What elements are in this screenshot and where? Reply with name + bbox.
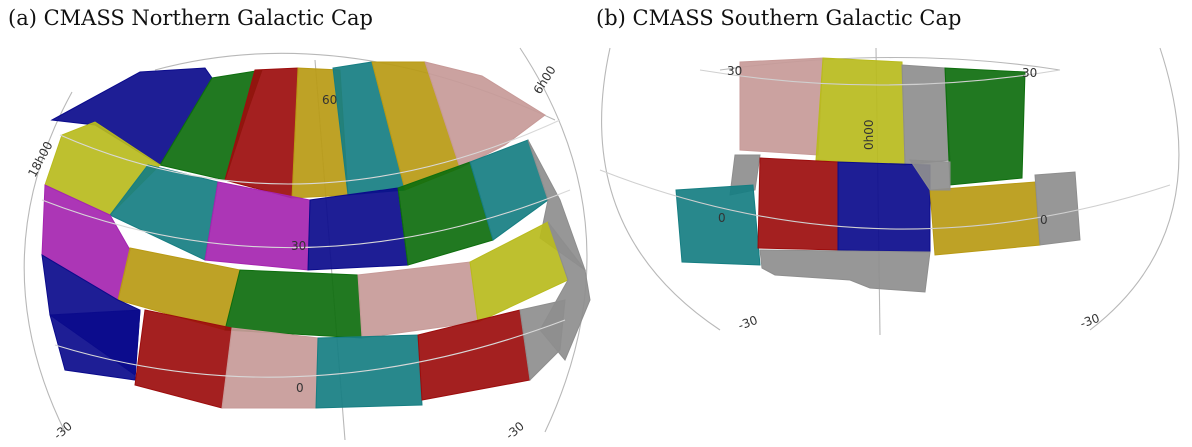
ngc-dec-label-60: 60 <box>322 93 337 107</box>
sgc-dec-label-m30-left: -30 <box>736 313 759 333</box>
tile <box>757 157 839 251</box>
panel-b-map: 30 30 0h00 0 0 -30 -30 <box>599 47 1180 336</box>
tile <box>815 57 906 166</box>
tile <box>909 159 951 191</box>
ngc-dec-label-m30-left: -30 <box>51 419 75 442</box>
panel-b-title: (b) CMASS Southern Galactic Cap <box>596 6 962 30</box>
tile <box>134 309 233 409</box>
tile <box>224 269 363 339</box>
sgc-grid-outer-right <box>1089 47 1180 331</box>
tile <box>944 67 1026 186</box>
sgc-ra-label-0h: 0h00 <box>862 119 876 150</box>
ngc-grid-dec0-arc <box>54 319 566 378</box>
tile <box>837 161 931 253</box>
ngc-dec-label-30: 30 <box>291 239 306 253</box>
tile <box>221 327 319 409</box>
tile <box>307 187 409 271</box>
sgc-grid-dec0-arc <box>599 169 1171 230</box>
ngc-grid-outer-right <box>519 47 588 433</box>
tile <box>759 249 931 293</box>
tile <box>1034 171 1081 246</box>
sgc-dec-label-30-right: 30 <box>1022 66 1037 80</box>
tile <box>49 309 141 381</box>
ngc-grid-dec60-arc <box>59 119 561 185</box>
tile <box>739 57 824 156</box>
sgc-dec-label-0-right: 0 <box>1040 213 1048 227</box>
tile <box>929 181 1041 256</box>
ngc-grid-outer-left <box>23 91 73 433</box>
panel-a-title: (a) CMASS Northern Galactic Cap <box>8 6 373 30</box>
tile <box>519 299 566 382</box>
sgc-dec-label-30-left: 30 <box>727 64 742 78</box>
sgc-grid-outer-left <box>601 47 721 331</box>
tile <box>315 334 423 409</box>
sgc-dec-label-0-left: 0 <box>718 211 726 225</box>
tile <box>901 64 951 166</box>
sgc-grid-dec30-arc <box>699 69 1061 86</box>
panel-a-map: 18h00 6h00 60 30 0 -30 -30 <box>23 47 591 442</box>
ngc-dec-label-m30-right: -30 <box>503 419 527 442</box>
ngc-ra-label-6h: 6h00 <box>531 63 559 96</box>
ngc-grid-dec30-arc <box>41 189 571 249</box>
tile <box>675 184 761 266</box>
sgc-dec-label-m30-right: -30 <box>1078 311 1101 331</box>
ngc-dec-label-0: 0 <box>296 381 304 395</box>
tile <box>424 61 546 169</box>
